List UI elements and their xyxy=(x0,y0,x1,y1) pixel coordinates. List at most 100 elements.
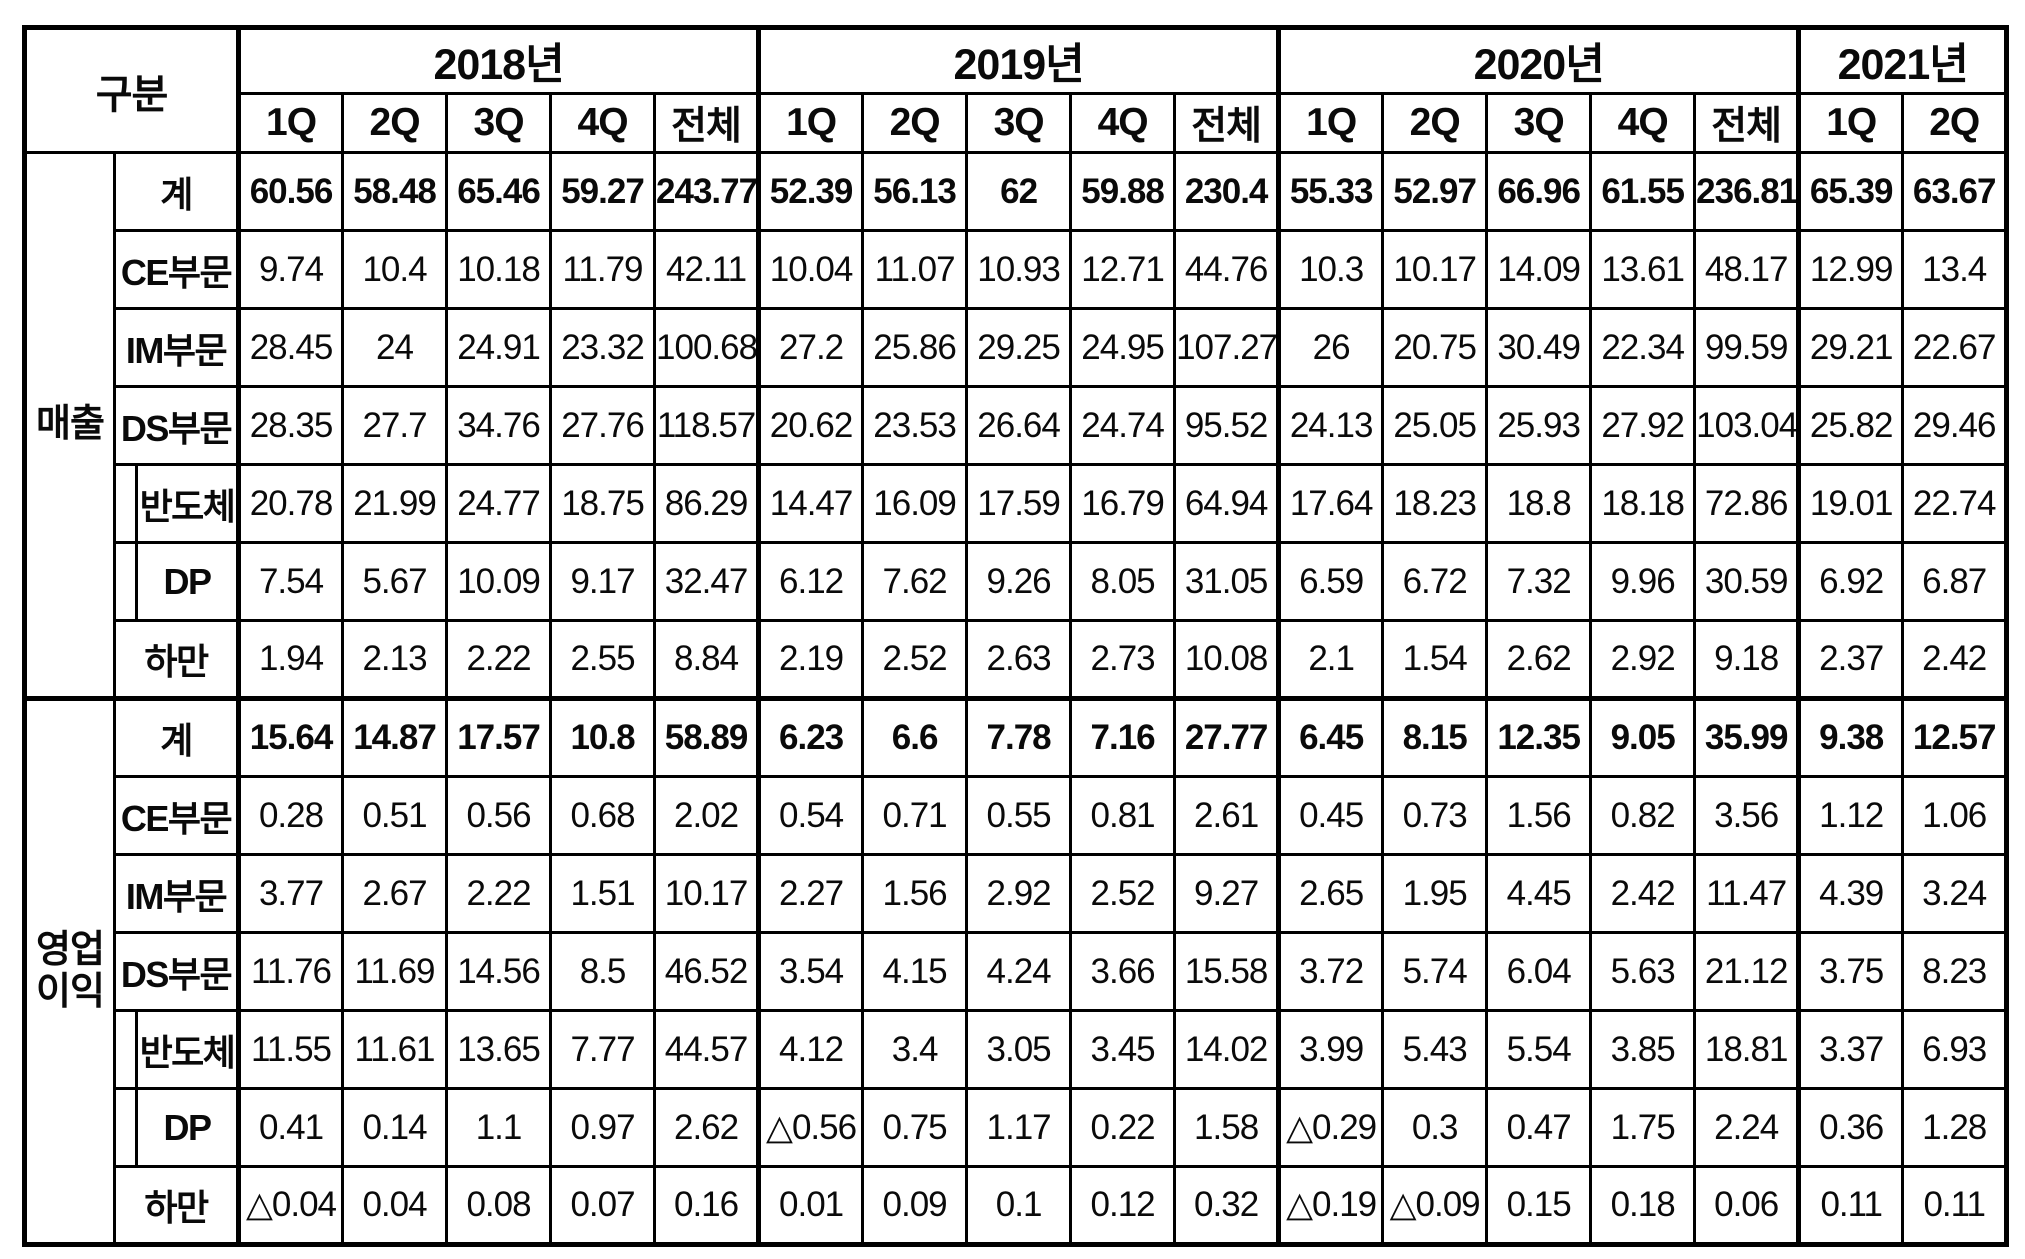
value-cell: 9.05 xyxy=(1589,696,1697,778)
value-cell: 7.77 xyxy=(549,1009,657,1090)
value-cell: 26 xyxy=(1276,307,1385,388)
value-cell: 4.15 xyxy=(861,931,969,1012)
value-cell: 30.49 xyxy=(1485,307,1593,388)
value-cell: 2.24 xyxy=(1693,1087,1801,1168)
value-cell: 1.17 xyxy=(965,1087,1073,1168)
value-cell: 9.96 xyxy=(1589,541,1697,622)
value-cell: 2.02 xyxy=(653,775,761,856)
value-cell: 66.96 xyxy=(1485,151,1593,232)
value-cell: 20.78 xyxy=(236,463,345,544)
value-cell: 0.68 xyxy=(549,775,657,856)
value-cell: 27.2 xyxy=(756,307,865,388)
value-cell: 2.13 xyxy=(341,619,449,700)
quarter-header: 4Q xyxy=(1069,92,1177,154)
value-cell: 7.16 xyxy=(1069,696,1177,778)
value-cell: 0.07 xyxy=(549,1165,657,1246)
value-cell: 9.26 xyxy=(965,541,1073,622)
value-cell: 2.63 xyxy=(965,619,1073,700)
value-cell: △0.09 xyxy=(1381,1165,1489,1246)
value-cell: 10.08 xyxy=(1173,619,1281,700)
quarter-header: 전체 xyxy=(653,92,761,154)
value-cell: 3.72 xyxy=(1276,931,1385,1012)
value-cell: 8.05 xyxy=(1069,541,1177,622)
value-cell: 19.01 xyxy=(1796,463,1905,544)
value-cell: △0.56 xyxy=(756,1087,865,1168)
value-cell: 1.1 xyxy=(445,1087,553,1168)
value-cell: 6.23 xyxy=(756,696,865,778)
value-cell: 11.79 xyxy=(549,229,657,310)
value-cell: 8.23 xyxy=(1901,931,2009,1012)
value-cell: 8.5 xyxy=(549,931,657,1012)
row-label: CE부문 xyxy=(112,229,241,310)
value-cell: 0.32 xyxy=(1173,1165,1281,1246)
value-cell: 3.24 xyxy=(1901,853,2009,934)
value-cell: 3.45 xyxy=(1069,1009,1177,1090)
value-cell: 15.64 xyxy=(236,696,345,778)
value-cell: 0.22 xyxy=(1069,1087,1177,1168)
quarter-header: 3Q xyxy=(965,92,1073,154)
value-cell: 2.52 xyxy=(861,619,969,700)
value-cell: 0.11 xyxy=(1901,1165,2009,1246)
row-label: 계 xyxy=(112,151,241,232)
value-cell: 12.71 xyxy=(1069,229,1177,310)
table-row: IM부문 3.77 2.67 2.22 1.51 10.17 2.27 1.56 2.92 2.5… xyxy=(25,853,2009,934)
table-row: DS부문 28.35 27.7 34.76 27.76 118.57 20.62 23.53 2… xyxy=(25,385,2009,466)
value-cell: 32.47 xyxy=(653,541,761,622)
value-cell: 2.61 xyxy=(1173,775,1281,856)
quarter-header: 1Q xyxy=(1276,92,1385,154)
value-cell: 0.97 xyxy=(549,1087,657,1168)
year-header: 2019년 xyxy=(756,26,1281,95)
value-cell: 3.85 xyxy=(1589,1009,1697,1090)
value-cell: 1.12 xyxy=(1796,775,1905,856)
value-cell: 18.18 xyxy=(1589,463,1697,544)
value-cell: 2.42 xyxy=(1901,619,2009,700)
value-cell: △0.29 xyxy=(1276,1087,1385,1168)
value-cell: 44.76 xyxy=(1173,229,1281,310)
value-cell: 1.95 xyxy=(1381,853,1489,934)
quarter-header: 2Q xyxy=(341,92,449,154)
value-cell: 9.38 xyxy=(1796,696,1905,778)
value-cell: 16.09 xyxy=(861,463,969,544)
quarter-header: 4Q xyxy=(1589,92,1697,154)
value-cell: 1.58 xyxy=(1173,1087,1281,1168)
value-cell: 72.86 xyxy=(1693,463,1801,544)
value-cell: 65.46 xyxy=(445,151,553,232)
value-cell: 0.55 xyxy=(965,775,1073,856)
value-cell: 3.37 xyxy=(1796,1009,1905,1090)
value-cell: 1.94 xyxy=(236,619,345,700)
value-cell: 230.4 xyxy=(1173,151,1281,232)
value-cell: 4.24 xyxy=(965,931,1073,1012)
table-row: DP 0.41 0.14 1.1 0.97 2.62 △0.56 0.75 1.17 0.22 1.… xyxy=(25,1087,2009,1168)
value-cell: 55.33 xyxy=(1276,151,1385,232)
value-cell: 10.17 xyxy=(653,853,761,934)
value-cell: 1.28 xyxy=(1901,1087,2009,1168)
value-cell: 15.58 xyxy=(1173,931,1281,1012)
row-label: 하만 xyxy=(112,1165,241,1246)
row-label: IM부문 xyxy=(112,853,241,934)
value-cell: 27.76 xyxy=(549,385,657,466)
value-cell: 2.73 xyxy=(1069,619,1177,700)
value-cell: 2.19 xyxy=(756,619,865,700)
table-row: 하만 1.94 2.13 2.22 2.55 8.84 2.19 2.52 2.63 2.73 10… xyxy=(25,619,2009,700)
value-cell: 10.4 xyxy=(341,229,449,310)
value-cell: 0.36 xyxy=(1796,1087,1905,1168)
quarter-header: 1Q xyxy=(236,92,345,154)
row-label: 반도체 xyxy=(134,463,241,544)
value-cell: 1.51 xyxy=(549,853,657,934)
section-label: 매출 xyxy=(23,151,116,700)
value-cell: 17.64 xyxy=(1276,463,1385,544)
value-cell: 0.71 xyxy=(861,775,969,856)
value-cell: 0.18 xyxy=(1589,1165,1697,1246)
value-cell: 26.64 xyxy=(965,385,1073,466)
value-cell: 58.48 xyxy=(341,151,449,232)
value-cell: 18.81 xyxy=(1693,1009,1801,1090)
value-cell: 1.75 xyxy=(1589,1087,1697,1168)
row-label: DS부문 xyxy=(112,931,241,1012)
value-cell: 24.77 xyxy=(445,463,553,544)
table-row: CE부문 9.74 10.4 10.18 11.79 42.11 10.04 11.07 10.… xyxy=(25,229,2009,310)
value-cell: 11.07 xyxy=(861,229,969,310)
value-cell: 3.77 xyxy=(236,853,345,934)
quarter-header-row: 1Q 2Q 3Q 4Q 전체 1Q 2Q 3Q 4Q 전체 1Q 2Q 3Q 4Q 전체 1Q 2Q xyxy=(25,92,2009,154)
table-row: 매출 계 60.56 58.48 65.46 59.27 243.77 52.39 56.13 6… xyxy=(23,151,2009,700)
